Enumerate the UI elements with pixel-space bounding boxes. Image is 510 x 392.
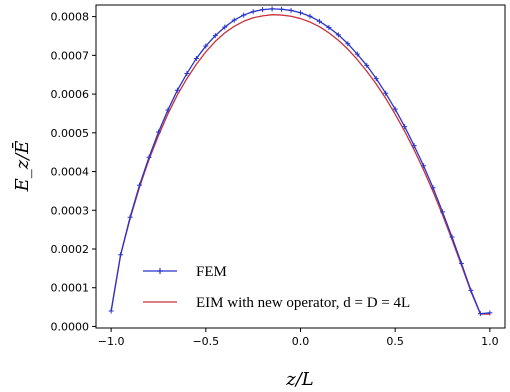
data-point xyxy=(345,41,351,47)
y-axis-ticks: 0.0000 0.0001 0.0002 0.0003 0.0004 0.0005 0.00… xyxy=(51,11,96,333)
data-point xyxy=(118,252,124,258)
y-tick-label: 0.0007 xyxy=(51,49,90,62)
data-point xyxy=(468,287,474,293)
data-point xyxy=(364,62,370,68)
data-point xyxy=(430,185,436,191)
data-point xyxy=(354,51,360,57)
plot-area xyxy=(95,4,506,329)
data-point xyxy=(269,6,275,12)
data-point xyxy=(383,90,389,96)
y-tick-label: 0.0004 xyxy=(51,166,90,179)
x-tick-label: 0.5 xyxy=(386,335,404,348)
data-point xyxy=(184,71,190,77)
data-point xyxy=(127,214,133,220)
data-point xyxy=(174,87,180,93)
data-point xyxy=(316,18,322,24)
data-point xyxy=(231,17,237,23)
data-point xyxy=(146,154,152,160)
y-tick-label: 0.0002 xyxy=(51,243,90,256)
data-point xyxy=(440,209,446,215)
data-point xyxy=(477,311,483,317)
data-point xyxy=(203,43,209,49)
x-tick-label: 0.0 xyxy=(292,335,310,348)
legend: FEM EIM with new operator, d = D = 4L xyxy=(143,264,410,311)
data-point xyxy=(222,24,228,30)
legend-label-fem: FEM xyxy=(196,264,227,280)
data-point xyxy=(487,310,493,316)
y-tick-label: 0.0005 xyxy=(51,127,90,140)
data-point xyxy=(411,143,417,149)
data-point xyxy=(155,129,161,135)
x-axis-title: z/L xyxy=(285,369,314,390)
data-point xyxy=(250,9,256,15)
data-point xyxy=(298,10,303,16)
data-point xyxy=(307,13,313,19)
data-point xyxy=(335,32,341,38)
data-point xyxy=(326,24,332,30)
legend-label-eim: EIM with new operator, d = D = 4L xyxy=(196,295,410,311)
x-tick-label: −1.0 xyxy=(98,335,125,348)
data-point xyxy=(449,234,455,240)
data-point xyxy=(165,107,171,113)
data-point xyxy=(458,260,464,266)
x-tick-label: 1.0 xyxy=(481,335,499,348)
y-axis-title: E_z/Ē xyxy=(10,141,33,193)
series-layer xyxy=(108,6,493,317)
x-axis-ticks: −1.0 −0.5 0.0 0.5 1.0 xyxy=(98,328,499,348)
legend-marker-fem xyxy=(157,268,163,274)
data-point xyxy=(260,7,266,13)
data-point xyxy=(137,182,143,188)
y-tick-label: 0.0001 xyxy=(51,282,90,295)
data-point xyxy=(392,106,398,112)
x-tick-label: −0.5 xyxy=(192,335,219,348)
data-point xyxy=(373,76,379,82)
series-line-1 xyxy=(110,14,490,315)
data-point xyxy=(241,12,247,18)
y-tick-label: 0.0006 xyxy=(51,88,90,101)
data-point xyxy=(193,55,199,61)
data-point xyxy=(402,124,408,130)
y-tick-label: 0.0003 xyxy=(51,204,90,217)
data-point xyxy=(288,7,294,13)
y-tick-label: 0.0000 xyxy=(51,320,90,333)
data-point xyxy=(212,33,218,39)
data-point xyxy=(421,163,427,169)
data-point xyxy=(279,6,285,12)
y-tick-label: 0.0008 xyxy=(51,11,90,24)
data-point xyxy=(108,308,114,314)
